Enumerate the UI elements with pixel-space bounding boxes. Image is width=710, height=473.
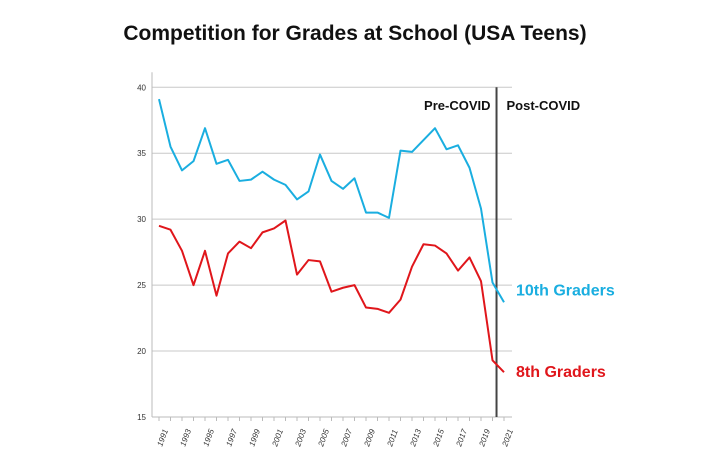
x-tick-label: 2005	[316, 427, 331, 448]
x-tick-label: 2009	[362, 427, 377, 448]
chart-title: Competition for Grades at School (USA Te…	[123, 22, 587, 45]
y-tick-label: 20	[137, 347, 146, 356]
series-label: 10th Graders	[516, 282, 615, 299]
x-tick-label: 2003	[293, 427, 308, 448]
pre-covid-label: Pre-COVID	[424, 98, 490, 113]
x-tick-label: 2011	[385, 428, 400, 448]
series-line-2	[158, 219, 505, 373]
x-tick-label: 2017	[454, 427, 469, 448]
y-tick-label: 15	[137, 413, 146, 422]
x-tick-label: 2021	[500, 428, 515, 449]
x-tick-label: 1997	[224, 427, 239, 447]
y-tick-label: 30	[137, 215, 146, 224]
x-tick-label: 1995	[201, 427, 216, 447]
x-tick-label: 2015	[431, 427, 446, 448]
x-tick-label: 1993	[178, 427, 193, 447]
series-label: 8th Graders	[516, 364, 606, 381]
x-tick-label: 1991	[155, 428, 170, 448]
y-tick-label: 35	[137, 149, 146, 158]
x-tick-label: 2019	[477, 427, 492, 448]
x-tick-label: 2013	[408, 427, 423, 448]
y-tick-label: 40	[137, 83, 146, 92]
y-tick-label: 25	[137, 281, 146, 290]
x-tick-label: 1999	[247, 427, 262, 447]
post-covid-label: Post-COVID	[507, 98, 581, 113]
x-tick-label: 2001	[270, 428, 285, 449]
x-tick-label: 2007	[339, 427, 354, 448]
